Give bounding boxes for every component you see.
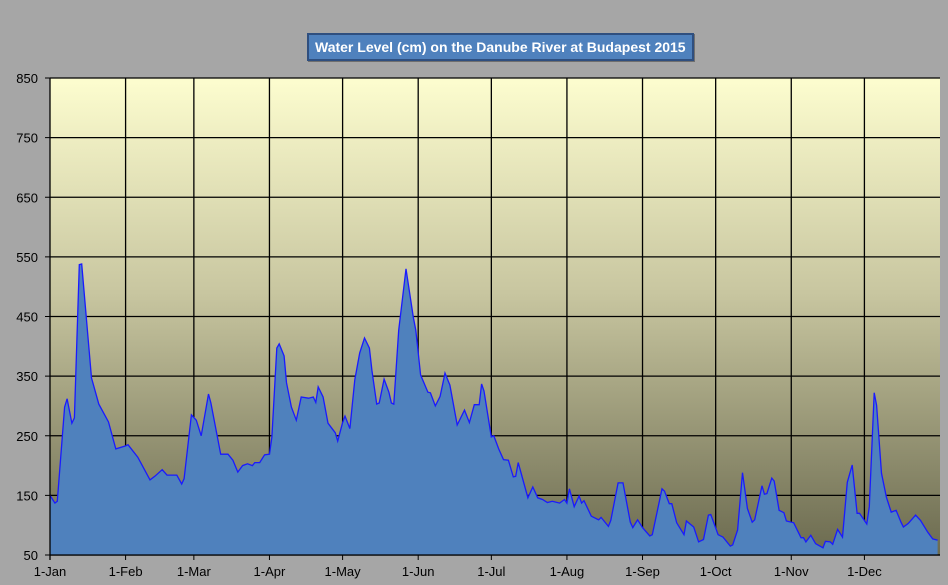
x-tick-label: 1-Jun (402, 564, 435, 579)
chart-title: Water Level (cm) on the Danube River at … (307, 33, 694, 61)
axes (45, 77, 940, 560)
x-tick-label: 1-May (325, 564, 362, 579)
y-tick-label: 650 (16, 190, 38, 205)
area-fill (50, 264, 938, 555)
series-line (49, 263, 938, 549)
y-tick-label: 350 (16, 369, 38, 384)
y-tick-label: 450 (16, 310, 38, 325)
x-axis-ticks: 1-Jan 1-Feb 1-Mar 1-Apr 1-May 1-Jun 1-Jul 1-Aug… (34, 564, 883, 579)
y-tick-label: 850 (16, 71, 38, 86)
y-tick-label: 150 (16, 488, 38, 503)
x-tick-label: 1-Mar (177, 564, 212, 579)
y-tick-label: 550 (16, 250, 38, 265)
y-tick-label: 750 (16, 131, 38, 146)
x-tick-label: 1-Feb (109, 564, 143, 579)
x-tick-label: 1-Apr (254, 564, 286, 579)
y-tick-label: 250 (16, 429, 38, 444)
x-tick-label: 1-Nov (774, 564, 809, 579)
x-tick-label: 1-Jul (477, 564, 505, 579)
x-tick-label: 1-Dec (847, 564, 882, 579)
y-tick-label: 50 (24, 548, 38, 563)
series-area (49, 263, 938, 555)
x-tick-label: 1-Oct (700, 564, 732, 579)
x-tick-label: 1-Aug (550, 564, 585, 579)
y-axis-ticks: 50 150 250 350 450 550 650 750 850 (16, 71, 38, 563)
x-tick-label: 1-Jan (34, 564, 67, 579)
x-tick-label: 1-Sep (625, 564, 660, 579)
